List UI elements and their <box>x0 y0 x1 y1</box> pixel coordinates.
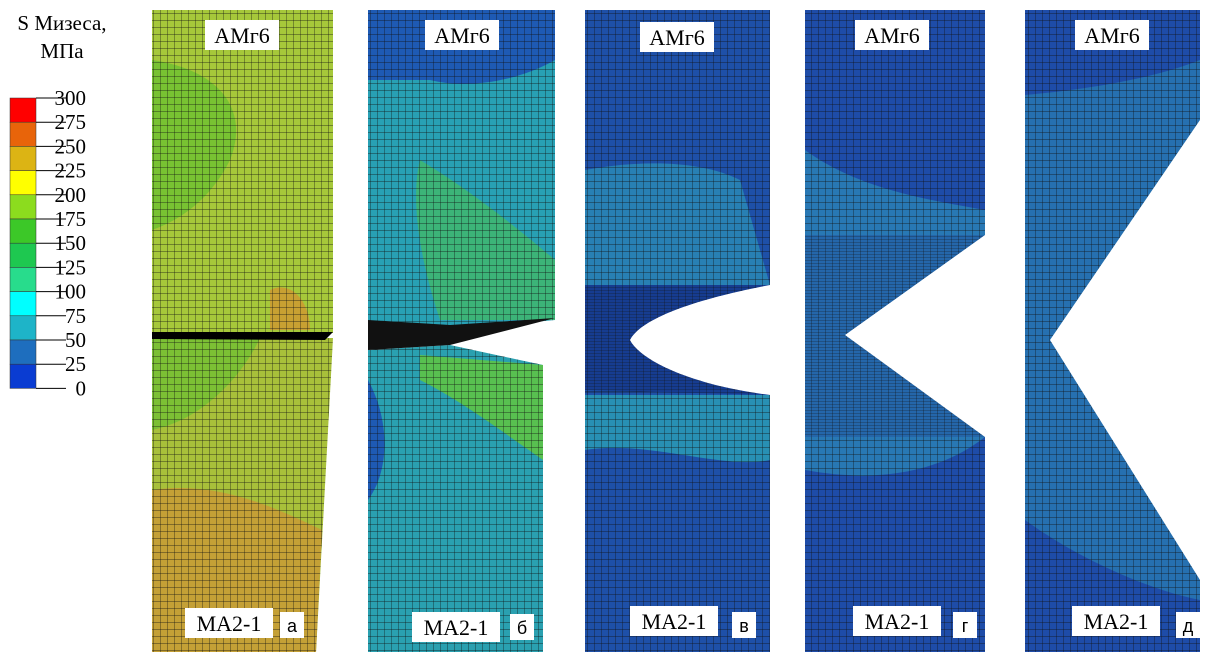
panel-c <box>585 10 770 652</box>
colorbar-cell <box>10 267 36 291</box>
colorbar-cell <box>10 171 36 195</box>
panel-d <box>805 10 985 652</box>
colorbar-label: 100 <box>55 280 87 304</box>
legend-unit: МПа <box>40 39 84 63</box>
panel-top-label: АМг6 <box>1084 23 1139 48</box>
colorbar-label: 250 <box>55 134 87 158</box>
colorbar-label: 175 <box>55 207 87 231</box>
panel-a <box>152 10 333 652</box>
panel-top-label: АМг6 <box>434 23 489 48</box>
colorbar-cell <box>10 316 36 340</box>
colorbar-label: 300 <box>55 86 87 110</box>
colorbar-cell <box>10 340 36 364</box>
legend-title: S Мизеса, <box>17 11 106 35</box>
panel-letter: в <box>739 616 749 636</box>
colorbar-cell <box>10 292 36 316</box>
panel-bottom-label: МА2-1 <box>642 609 707 634</box>
colorbar-label: 25 <box>65 352 86 376</box>
panel-b <box>368 10 555 652</box>
panel-e <box>1025 10 1200 652</box>
colorbar-cell <box>10 219 36 243</box>
colorbar-label: 200 <box>55 183 87 207</box>
colorbar-cell <box>10 195 36 219</box>
figure: S Мизеса, МПа 30027525022520017515012510… <box>0 0 1212 652</box>
colorbar-cell <box>10 243 36 267</box>
panel-bottom-label: МА2-1 <box>865 609 930 634</box>
colorbar-cell <box>10 122 36 146</box>
panel-letter: б <box>517 618 527 638</box>
panel-letter: а <box>287 616 298 636</box>
panel-bottom-label: МА2-1 <box>424 615 489 640</box>
colorbar-cell <box>10 364 36 388</box>
colorbar-label: 0 <box>76 376 87 400</box>
colorbar-label: 225 <box>55 159 87 183</box>
colorbar-cell <box>10 98 36 122</box>
panel-letter: г <box>962 616 969 636</box>
panel-top-label: АМг6 <box>864 23 919 48</box>
panel-bottom-label: МА2-1 <box>197 611 262 636</box>
colorbar-label: 125 <box>55 255 87 279</box>
colorbar-cell <box>10 146 36 170</box>
colorbar-label: 150 <box>55 231 87 255</box>
panel-letter: д <box>1183 616 1194 636</box>
panel-bottom-label: МА2-1 <box>1084 609 1149 634</box>
colorbar-label: 50 <box>65 328 86 352</box>
panel-top-label: АМг6 <box>214 23 269 48</box>
panel-top-label: АМг6 <box>649 25 704 50</box>
colorbar-label: 75 <box>65 304 86 328</box>
colorbar-label: 275 <box>55 110 87 134</box>
